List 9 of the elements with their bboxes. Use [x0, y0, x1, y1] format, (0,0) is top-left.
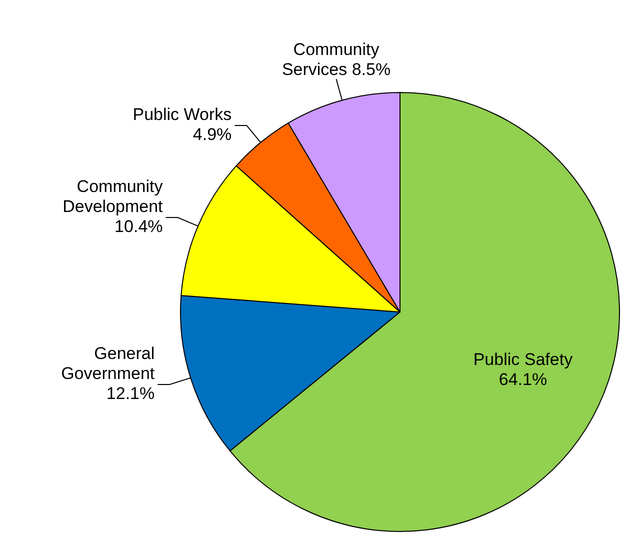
data-label: 10.4% — [114, 217, 163, 236]
slice-label: Public Safety — [473, 350, 574, 370]
slice-label: General Government — [61, 344, 155, 384]
slice-label: Community Services 8.5% — [282, 40, 391, 80]
data-label: 12.1% — [106, 384, 155, 404]
slice-label: Public Works — [132, 105, 232, 124]
data-label: 4.9% — [192, 125, 232, 144]
slice-label: Community Development — [62, 177, 164, 216]
data-label: 64.1% — [498, 370, 548, 390]
